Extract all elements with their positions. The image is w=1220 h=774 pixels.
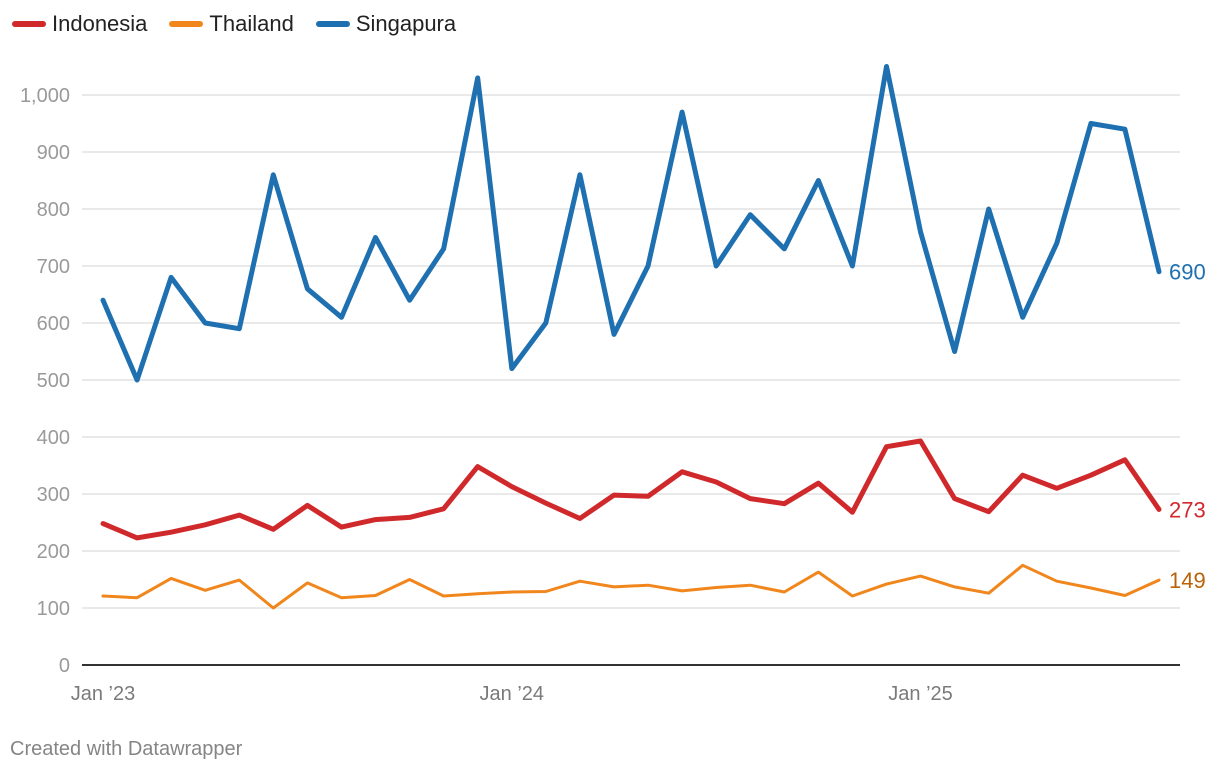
legend-label: Indonesia: [52, 11, 148, 36]
y-tick-label: 400: [37, 427, 70, 449]
y-tick-label: 500: [37, 370, 70, 392]
y-tick-label: 300: [37, 484, 70, 506]
y-tick-label: 600: [37, 313, 70, 335]
legend-item-thailand: Thailand: [169, 11, 294, 37]
y-tick-label: 800: [37, 199, 70, 221]
y-tick-label: 100: [37, 598, 70, 620]
legend-swatch: [12, 21, 46, 27]
credit-text: Created with Datawrapper: [10, 738, 243, 760]
legend-swatch: [315, 21, 350, 27]
series-line-indonesia: [100, 438, 1162, 541]
x-axis-ticks: Jan ’23 Jan ’24 Jan ’25: [71, 683, 953, 705]
series-line-thailand: [101, 563, 1161, 610]
end-label-thailand: 149: [1169, 568, 1206, 593]
x-tick-label: Jan ’23: [71, 683, 136, 705]
end-labels: 273 149 690: [1169, 260, 1206, 593]
y-tick-label: 1,000: [20, 85, 70, 107]
series-lines: [100, 64, 1162, 610]
x-tick-label: Jan ’25: [888, 683, 953, 705]
end-label-singapura: 690: [1169, 260, 1206, 285]
legend-label: Thailand: [209, 11, 294, 36]
gridlines: [82, 94, 1180, 666]
y-tick-label: 0: [59, 655, 70, 677]
y-tick-label: 900: [37, 142, 70, 164]
x-tick-label: Jan ’24: [480, 683, 545, 705]
legend-swatch: [169, 21, 204, 27]
end-label-indonesia: 273: [1169, 497, 1206, 522]
y-tick-label: 700: [37, 256, 70, 278]
y-tick-label: 200: [37, 541, 70, 563]
legend: Indonesia Thailand Singapura: [12, 10, 478, 38]
legend-item-indonesia: Indonesia: [12, 11, 147, 37]
series-line-singapura: [100, 64, 1162, 383]
y-axis-ticks: 0 100 200 300 400 500 600 700 800 900 1,000: [20, 85, 70, 677]
legend-item-singapura: Singapura: [315, 11, 457, 37]
legend-label: Singapura: [355, 11, 457, 36]
